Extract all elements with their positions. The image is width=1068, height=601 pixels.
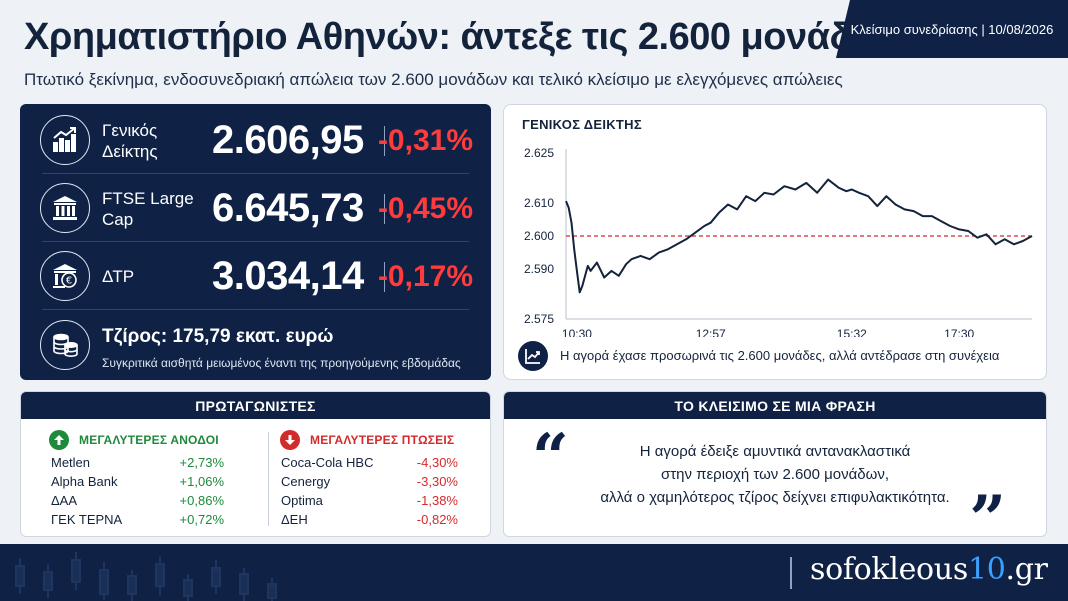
loser-row: ΔΕΗ -0,82% <box>281 512 458 531</box>
y-tick-label: 2.600 <box>524 229 554 243</box>
x-tick-label: 10:30 <box>562 327 592 337</box>
gainers-title: ΜΕΓΑΛΥΤΕΡΕΣ ΑΝΟΔΟΙ <box>79 433 219 447</box>
chart-growth-icon <box>40 115 90 165</box>
general-index-chart-card: ΓΕΝΙΚΟΣ ΔΕΙΚΤΗΣ 2.625 2.610 2.600 2.590 2.57… <box>503 104 1047 380</box>
gainers-header: ΜΕΓΑΛΥΤΕΡΕΣ ΑΝΟΔΟΙ <box>49 430 219 450</box>
kpi-name: ΔΤΡ <box>102 267 135 286</box>
stock-change: +2,73% <box>179 455 224 470</box>
stock-change: -1,38% <box>416 493 458 508</box>
kpi-row-dtr: € ΔΤΡ 3.034,14 -0,17% <box>20 242 491 310</box>
gainer-row: ΓΕΚ ΤΕΡΝΑ +0,72% <box>51 512 224 531</box>
phrase-line: Η αγορά έδειξε αμυντικά αντανακλαστικά <box>639 443 911 460</box>
stock-change: -0,82% <box>416 512 458 527</box>
stock-name: ΓΕΚ ΤΕΡΝΑ <box>51 512 123 527</box>
brand-number: 10 <box>967 552 1006 587</box>
sofokleous10-logo[interactable]: sofokleous10.gr <box>810 552 1048 587</box>
stock-change: +1,06% <box>179 474 224 489</box>
turnover-value: Τζίρος: 175,79 εκατ. ευρώ <box>102 326 334 347</box>
kpi-divider <box>384 194 385 224</box>
turnover-note: Συγκριτικά αισθητά μειωμένος έναντι της … <box>102 356 461 370</box>
closing-phrase-card: ΤΟ ΚΛΕΙΣΙΜΟ ΣΕ ΜΙΑ ΦΡΑΣΗ “ Η αγορά έδειξ… <box>503 391 1047 537</box>
kpi-divider <box>384 126 385 156</box>
kpi-row-general-index: Γενικός Δείκτης 2.606,95 -0,31% <box>20 106 491 174</box>
gainer-row: Alpha Bank +1,06% <box>51 474 224 493</box>
index-series-line <box>565 178 1033 294</box>
stock-name: ΔΕΗ <box>281 512 308 527</box>
stock-name: Alpha Bank <box>51 474 118 489</box>
footer-bar: sofokleous10.gr <box>0 544 1068 601</box>
kpi-change: -0,45% <box>377 192 473 225</box>
euro-bank-icon: € <box>40 251 90 301</box>
arrow-up-icon <box>49 430 69 450</box>
row-separator <box>42 173 469 174</box>
kpi-name: FTSE Large Cap <box>102 189 194 229</box>
decorative-candles <box>15 552 277 601</box>
kpi-value: 3.034,14 <box>212 254 364 298</box>
y-tick-label: 2.590 <box>524 262 554 276</box>
loser-row: Cenergy -3,30% <box>281 474 458 493</box>
turnover-row: Τζίρος: 175,79 εκατ. ευρώ Συγκριτικά αισ… <box>20 310 491 380</box>
bank-building-icon <box>40 183 90 233</box>
losers-header: ΜΕΓΑΛΥΤΕΡΕΣ ΠΤΩΣΕΙΣ <box>280 430 454 450</box>
closing-phrase: Η αγορά έδειξε αμυντικά αντανακλαστικά σ… <box>564 440 986 509</box>
movers-heading: ΠΡΩΤΑΓΩΝΙΣΤΕΣ <box>21 392 490 419</box>
kpi-change: -0,17% <box>377 260 473 293</box>
index-summary-panel: Γενικός Δείκτης 2.606,95 -0,31% FTSE Lar… <box>20 104 491 380</box>
y-tick-label: 2.575 <box>524 312 554 326</box>
phrase-line: στην περιοχή των 2.600 μονάδων, <box>660 466 890 483</box>
row-separator <box>42 309 469 310</box>
open-quote-icon: “ <box>532 420 569 495</box>
loser-row: Optima -1,38% <box>281 493 458 512</box>
stock-name: Optima <box>281 493 323 508</box>
brand-tld: .gr <box>1005 552 1048 587</box>
trend-chart-icon <box>518 341 548 371</box>
session-date-tag: Κλείσιμο συνεδρίασης | 10/08/2026 <box>836 0 1068 58</box>
chart-title: ΓΕΝΙΚΟΣ ΔΕΙΚΤΗΣ <box>522 117 642 132</box>
y-tick-label: 2.610 <box>524 196 554 210</box>
y-tick-label: 2.625 <box>524 146 554 160</box>
kpi-row-ftse-large-cap: FTSE Large Cap 6.645,73 -0,45% <box>20 174 491 242</box>
loser-row: Coca-Cola HBC -4,30% <box>281 455 458 474</box>
footer-separator <box>790 557 792 589</box>
page-title: Χρηματιστήριο Αθηνών: άντεξε τις 2.600 μ… <box>24 16 889 58</box>
losers-title: ΜΕΓΑΛΥΤΕΡΕΣ ΠΤΩΣΕΙΣ <box>310 433 455 447</box>
x-tick-label: 17:30 <box>944 327 974 337</box>
brand-main: sofokleous <box>810 552 968 587</box>
kpi-change: -0,31% <box>377 124 473 157</box>
kpi-value: 6.645,73 <box>212 186 364 230</box>
intraday-line-chart: 2.625 2.610 2.600 2.590 2.575 10:30 12:57 15:32… <box>524 146 1033 337</box>
stock-name: ΔΑΑ <box>51 493 78 508</box>
row-separator <box>42 241 469 242</box>
phrase-heading: ΤΟ ΚΛΕΙΣΙΜΟ ΣΕ ΜΙΑ ΦΡΑΣΗ <box>504 392 1046 419</box>
phrase-line: αλλά ο χαμηλότερος τζίρος δείχνει επιφυλ… <box>600 489 950 506</box>
kpi-value: 2.606,95 <box>212 118 364 162</box>
svg-text:€: € <box>66 276 72 287</box>
chart-note: Η αγορά έχασε προσωρινά τις 2.600 μονάδε… <box>560 348 1000 363</box>
close-quote-icon: ” <box>969 482 1006 537</box>
gainer-row: Metlen +2,73% <box>51 455 224 474</box>
gainer-row: ΔΑΑ +0,86% <box>51 493 224 512</box>
top-movers-card: ΠΡΩΤΑΓΩΝΙΣΤΕΣ ΜΕΓΑΛΥΤΕΡΕΣ ΑΝΟΔΟΙ ΜΕΓΑΛΥΤ… <box>20 391 491 537</box>
kpi-name: Γενικός Δείκτης <box>102 121 158 161</box>
stock-change: -3,30% <box>416 474 458 489</box>
coins-icon <box>40 320 90 370</box>
x-tick-label: 12:57 <box>696 327 726 337</box>
stock-name: Cenergy <box>281 474 331 489</box>
page-subtitle: Πτωτικό ξεκίνημα, ενδοσυνεδριακή απώλεια… <box>24 70 843 89</box>
kpi-divider <box>384 262 385 292</box>
stock-change: -4,30% <box>416 455 458 470</box>
x-tick-label: 15:32 <box>837 327 867 337</box>
stock-name: Metlen <box>51 455 91 470</box>
column-divider <box>268 432 269 526</box>
stock-change: +0,86% <box>179 493 224 508</box>
stock-change: +0,72% <box>179 512 224 527</box>
arrow-down-icon <box>280 430 300 450</box>
stock-name: Coca-Cola HBC <box>281 455 374 470</box>
